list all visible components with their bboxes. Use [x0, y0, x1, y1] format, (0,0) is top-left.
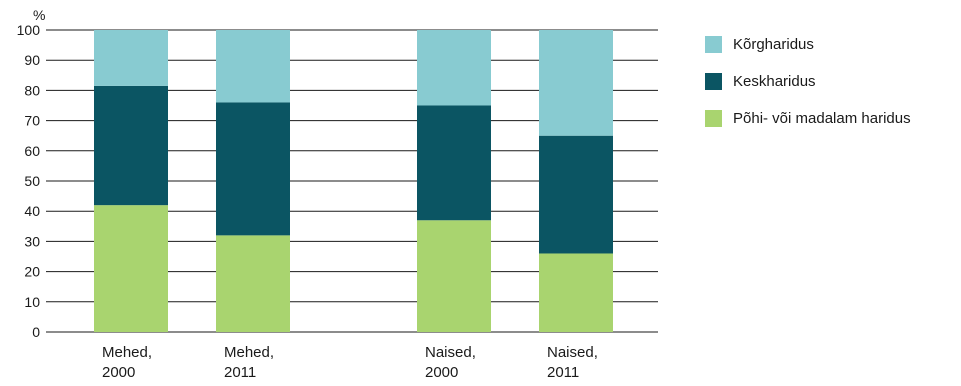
bar-segment-keskharidus-3 [539, 135, 613, 254]
legend-item-keskharidus: Keskharidus [705, 70, 911, 92]
x-category-label-2: Naised, 2000 [425, 344, 476, 381]
y-tick-label-90: 90 [24, 52, 40, 68]
y-tick-label-80: 80 [24, 82, 40, 98]
x-category-label-3: Naised, 2011 [547, 344, 598, 381]
bar-segment-pohi-voi-madalam-haridus-3 [539, 253, 613, 332]
bar-segment-korgharidus-3 [539, 30, 613, 136]
bar-segment-korgharidus-2 [417, 30, 491, 106]
bar-segment-pohi-voi-madalam-haridus-0 [94, 205, 168, 332]
y-tick-label-40: 40 [24, 203, 40, 219]
legend-swatch-keskharidus [705, 72, 722, 90]
bar-segment-keskharidus-0 [94, 85, 168, 206]
x-category-label-0: Mehed, 2000 [102, 344, 152, 381]
legend: Kõrgharidus Keskharidus Põhi- või madala… [705, 33, 911, 144]
bar-segment-pohi-voi-madalam-haridus-1 [216, 235, 290, 332]
y-tick-label-50: 50 [24, 173, 40, 189]
y-tick-label-100: 100 [17, 22, 41, 38]
legend-swatch-korgharidus [705, 35, 722, 53]
y-tick-label-60: 60 [24, 143, 40, 159]
y-tick-label-20: 20 [24, 264, 40, 280]
legend-item-pohiharidus: Põhi- või madalam haridus [705, 107, 911, 129]
y-tick-label-0: 0 [32, 324, 40, 340]
y-tick-label-10: 10 [24, 294, 40, 310]
bar-segment-korgharidus-1 [216, 30, 290, 103]
legend-label-korgharidus: Kõrgharidus [733, 35, 814, 53]
legend-swatch-pohiharidus [705, 109, 722, 127]
legend-item-korgharidus: Kõrgharidus [705, 33, 911, 55]
bar-segment-keskharidus-1 [216, 102, 290, 236]
y-axis-unit-label: % [33, 7, 45, 23]
bars [94, 30, 613, 332]
legend-label-pohiharidus: Põhi- või madalam haridus [733, 109, 911, 127]
bar-segment-korgharidus-0 [94, 30, 168, 86]
y-tick-label-30: 30 [24, 233, 40, 249]
y-axis-ticks: 0 10 20 30 40 50 60 70 80 90 100 [17, 22, 41, 340]
legend-label-keskharidus: Keskharidus [733, 72, 816, 90]
bar-segment-pohi-voi-madalam-haridus-2 [417, 220, 491, 332]
bar-segment-keskharidus-2 [417, 105, 491, 221]
x-category-label-1: Mehed, 2011 [224, 344, 274, 381]
x-axis-labels: Mehed, 2000 Mehed, 2011 Naised, 2000 Naised, 20… [102, 344, 598, 381]
y-tick-label-70: 70 [24, 113, 40, 129]
